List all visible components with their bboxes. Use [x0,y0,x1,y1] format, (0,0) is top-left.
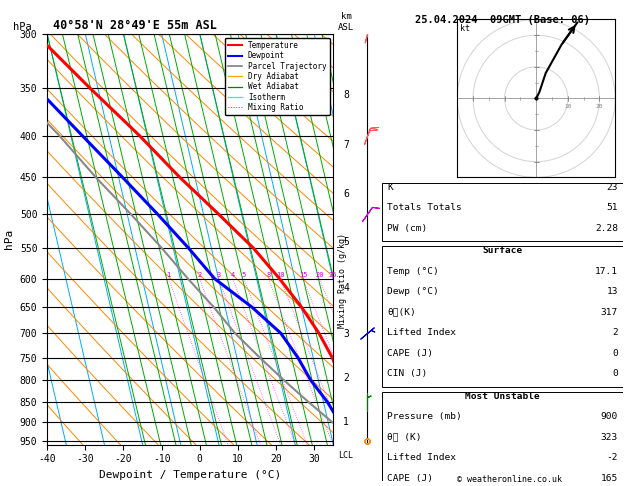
Text: 1: 1 [343,417,349,427]
Text: 323: 323 [601,433,618,442]
Text: 17.1: 17.1 [595,267,618,276]
Text: kt: kt [460,24,470,33]
Text: 900: 900 [601,412,618,421]
X-axis label: Dewpoint / Temperature (°C): Dewpoint / Temperature (°C) [99,470,281,480]
Text: -2: -2 [606,453,618,462]
Text: 5: 5 [242,272,246,278]
Text: 10: 10 [276,272,285,278]
Text: 23: 23 [606,183,618,192]
Text: 3: 3 [216,272,221,278]
Text: 13: 13 [606,287,618,296]
Text: 15: 15 [299,272,307,278]
Text: CAPE (J): CAPE (J) [387,349,433,358]
Y-axis label: hPa: hPa [4,229,14,249]
Text: 25.04.2024  09GMT (Base: 06): 25.04.2024 09GMT (Base: 06) [415,15,590,25]
Text: 317: 317 [601,308,618,317]
Text: θᴇ (K): θᴇ (K) [387,433,421,442]
Text: Totals Totals: Totals Totals [387,203,462,212]
Text: CIN (J): CIN (J) [387,369,428,378]
Text: 51: 51 [606,203,618,212]
Bar [382,392,623,486]
Text: CAPE (J): CAPE (J) [387,474,433,483]
Text: Surface: Surface [482,246,523,255]
Text: 8: 8 [343,90,349,101]
Text: Dewp (°C): Dewp (°C) [387,287,439,296]
Text: Pressure (mb): Pressure (mb) [387,412,462,421]
Text: 20: 20 [315,272,324,278]
Text: 6: 6 [343,189,349,199]
Text: 2.28: 2.28 [595,224,618,233]
Legend: Temperature, Dewpoint, Parcel Trajectory, Dry Adiabat, Wet Adiabat, Isotherm, Mi: Temperature, Dewpoint, Parcel Trajectory… [225,38,330,115]
Text: θᴇ(K): θᴇ(K) [387,308,416,317]
Text: K: K [387,183,393,192]
Text: Mixing Ratio (g/kg): Mixing Ratio (g/kg) [338,233,347,328]
Text: 10: 10 [564,104,572,109]
Text: Temp (°C): Temp (°C) [387,267,439,276]
Text: PW (cm): PW (cm) [387,224,428,233]
Text: 5: 5 [343,237,349,246]
Text: km
ASL: km ASL [338,12,354,32]
Text: 4: 4 [231,272,235,278]
Text: 165: 165 [601,474,618,483]
Text: 8: 8 [266,272,270,278]
Text: LCL: LCL [338,451,353,460]
Text: 1: 1 [167,272,171,278]
Bar [382,246,623,387]
Text: 4: 4 [343,283,349,293]
Text: 40°58'N 28°49'E 55m ASL: 40°58'N 28°49'E 55m ASL [53,18,218,32]
Bar [382,183,623,241]
Text: 25: 25 [328,272,337,278]
Text: 2: 2 [343,373,349,383]
Text: Lifted Index: Lifted Index [387,329,456,337]
Text: Lifted Index: Lifted Index [387,453,456,462]
Text: 2: 2 [198,272,202,278]
Text: 0: 0 [612,369,618,378]
Text: 20: 20 [596,104,603,109]
Text: 2: 2 [612,329,618,337]
Text: © weatheronline.co.uk: © weatheronline.co.uk [457,474,562,484]
Text: 3: 3 [343,329,349,339]
Text: 0: 0 [612,349,618,358]
Text: hPa: hPa [13,21,31,32]
Text: 7: 7 [343,140,349,150]
Text: Most Unstable: Most Unstable [465,392,540,401]
